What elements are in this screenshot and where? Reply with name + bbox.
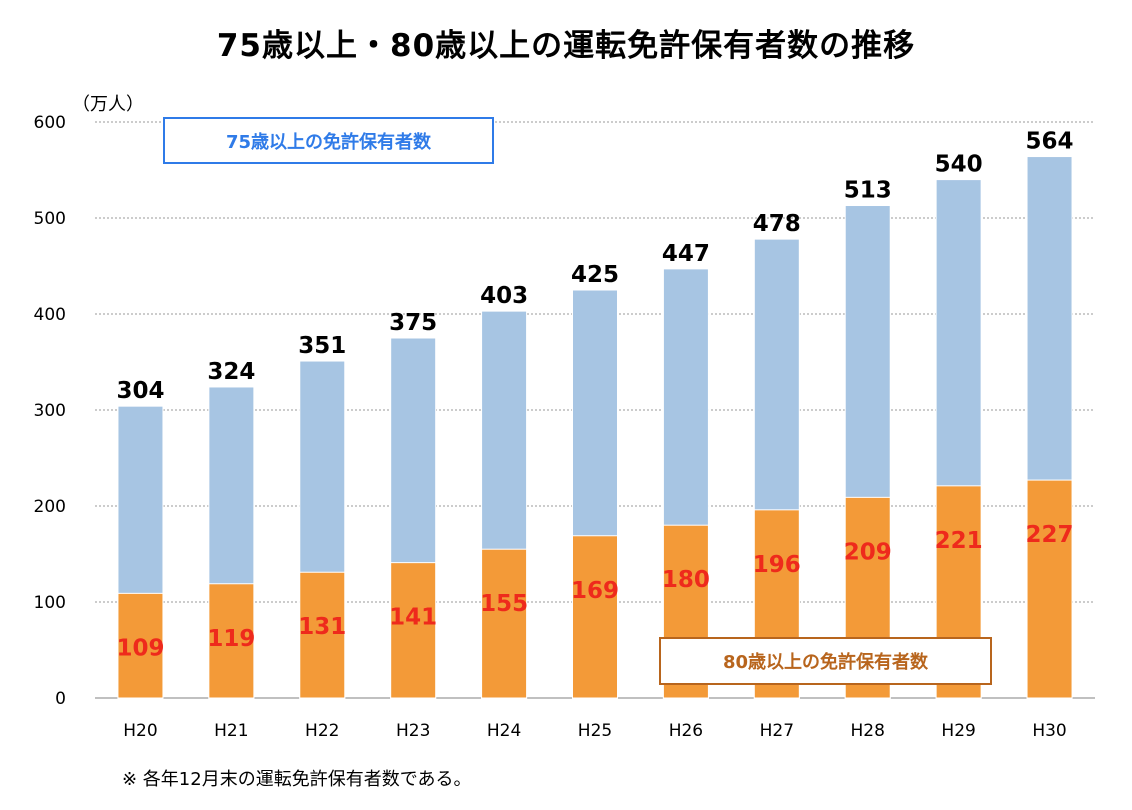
data-label-75-over: 324 [207, 359, 255, 385]
data-label-80-over: 227 [1026, 522, 1074, 548]
y-axis-unit-label: （万人） [72, 94, 144, 115]
bar-80-over [390, 562, 437, 699]
y-tick-label: 300 [34, 401, 66, 421]
data-label-75-over: 540 [935, 152, 983, 178]
y-tick-label: 500 [34, 209, 66, 229]
y-tick-label: 0 [55, 689, 66, 709]
x-tick-label: H23 [396, 721, 430, 741]
x-tick-label: H26 [669, 721, 703, 741]
data-label-80-over: 196 [753, 552, 801, 578]
data-label-75-over: 403 [480, 283, 528, 309]
data-label-75-over: 304 [116, 378, 164, 404]
data-label-75-over: 425 [571, 262, 619, 288]
x-tick-label: H29 [941, 721, 975, 741]
y-tick-label: 600 [34, 113, 66, 133]
data-label-75-over: 478 [753, 211, 801, 237]
x-tick-label: H30 [1032, 721, 1066, 741]
bar-80-over [481, 548, 528, 699]
data-label-80-over: 180 [662, 567, 710, 593]
x-tick-label: H21 [214, 721, 248, 741]
data-label-80-over: 209 [844, 539, 892, 565]
data-label-80-over: 141 [389, 605, 437, 631]
legend-80-over: 80歳以上の免許保有者数 [659, 637, 992, 685]
data-label-80-over: 169 [571, 578, 619, 604]
x-tick-label: H22 [305, 721, 339, 741]
data-label-75-over: 564 [1026, 129, 1074, 155]
data-label-75-over: 375 [389, 310, 437, 336]
footnote: ※ 各年12月末の運転免許保有者数である。 [122, 769, 472, 790]
data-label-80-over: 131 [298, 614, 346, 640]
y-tick-label: 100 [34, 593, 66, 613]
chart-title: 75歳以上・80歳以上の運転免許保有者数の推移 [216, 28, 916, 64]
data-label-75-over: 447 [662, 241, 710, 267]
data-label-80-over: 119 [207, 626, 255, 652]
bar-80-over [1026, 479, 1073, 699]
x-tick-label: H24 [487, 721, 521, 741]
data-label-80-over: 221 [935, 528, 983, 554]
data-label-75-over: 513 [844, 178, 892, 204]
y-tick-label: 200 [34, 497, 66, 517]
y-tick-label: 400 [34, 305, 66, 325]
data-label-80-over: 155 [480, 591, 528, 617]
bar-80-over [299, 571, 346, 699]
bar-80-over [208, 583, 255, 699]
x-tick-label: H20 [123, 721, 157, 741]
x-tick-label: H27 [760, 721, 794, 741]
bar-80-over [117, 592, 164, 699]
data-label-75-over: 351 [298, 333, 346, 359]
x-tick-label: H28 [851, 721, 885, 741]
bar-80-over [572, 535, 618, 699]
data-label-80-over: 109 [116, 635, 164, 661]
legend-75-over: 75歳以上の免許保有者数 [163, 117, 494, 164]
x-tick-label: H25 [578, 721, 612, 741]
